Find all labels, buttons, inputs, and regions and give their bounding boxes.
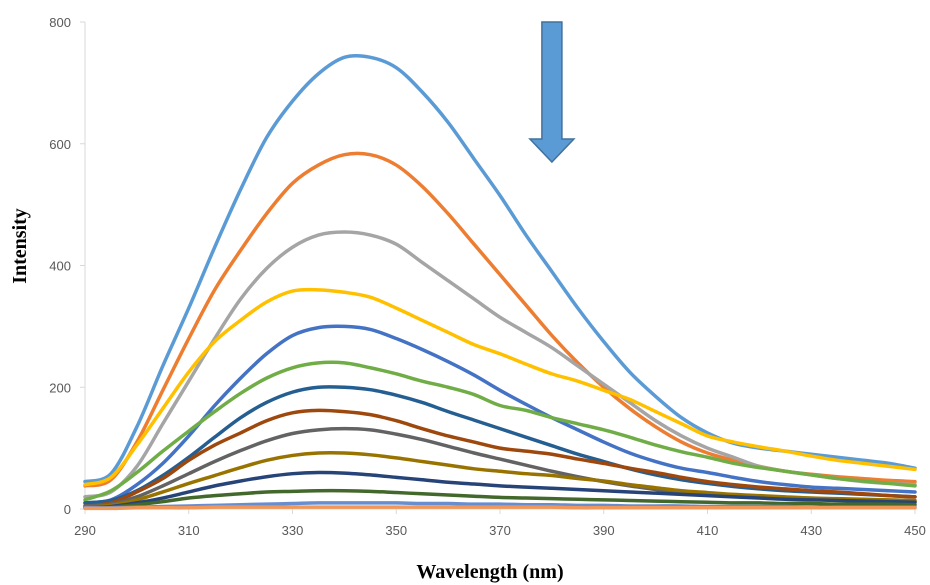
series-line-11 bbox=[83, 470, 917, 510]
x-tick-label-450: 450 bbox=[904, 523, 926, 538]
x-tick-label-310: 310 bbox=[178, 523, 200, 538]
x-tick-label-330: 330 bbox=[282, 523, 304, 538]
x-axis-title: Wavelength (nm) bbox=[416, 561, 563, 583]
x-tick-label-390: 390 bbox=[593, 523, 615, 538]
series-line-12 bbox=[83, 488, 917, 510]
series-line-8 bbox=[83, 408, 917, 508]
y-tick-label-0: 0 bbox=[64, 502, 71, 517]
y-tick-label-200: 200 bbox=[49, 380, 71, 395]
annotation bbox=[528, 21, 576, 164]
y-tick-label-600: 600 bbox=[49, 137, 71, 152]
x-tick-label-290: 290 bbox=[74, 523, 96, 538]
series-line-6 bbox=[83, 360, 917, 502]
series-line-5 bbox=[83, 324, 917, 505]
series-line-1 bbox=[83, 53, 917, 484]
series-line-4 bbox=[83, 287, 917, 487]
series-line-7 bbox=[83, 385, 917, 505]
series-line-2 bbox=[83, 151, 917, 488]
series-line-3 bbox=[83, 230, 917, 499]
x-tick-label-370: 370 bbox=[489, 523, 511, 538]
series-lines bbox=[83, 53, 917, 511]
x-tick-label-430: 430 bbox=[800, 523, 822, 538]
y-axis-title: Intensity bbox=[9, 208, 31, 284]
series-line-10 bbox=[83, 450, 917, 509]
x-tick-label-350: 350 bbox=[385, 523, 407, 538]
y-tick-label-800: 800 bbox=[49, 15, 71, 30]
axes: 0 200 400 600 800 290 310 330 350 370 390 410 430 450 bbox=[49, 15, 926, 538]
y-tick-label-400: 400 bbox=[49, 259, 71, 274]
x-tick-label-410: 410 bbox=[697, 523, 719, 538]
down-arrow-icon bbox=[528, 21, 576, 164]
series-line-14 bbox=[83, 505, 917, 511]
